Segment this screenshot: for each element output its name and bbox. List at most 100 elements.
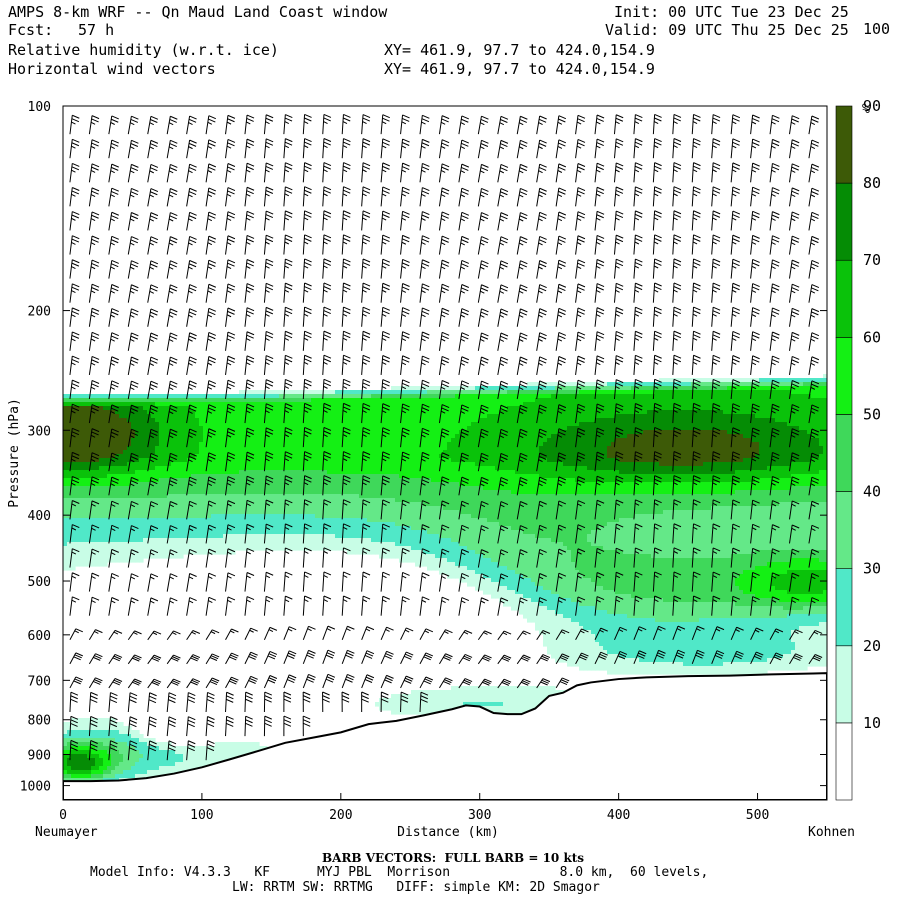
wind-barb-half-flag <box>460 386 465 390</box>
rh-cell <box>699 390 704 411</box>
rh-cell <box>199 426 204 443</box>
rh-cell <box>475 422 480 467</box>
rh-cell <box>343 538 348 551</box>
wind-barb-flag <box>207 719 215 724</box>
rh-cell <box>471 518 476 551</box>
rh-cell <box>767 390 772 419</box>
rh-cell <box>547 590 552 611</box>
wind-barb-flag <box>539 404 547 409</box>
wind-barb-shaft <box>244 114 248 135</box>
wind-barb-flag <box>558 166 566 171</box>
wind-barb-flag <box>500 308 509 313</box>
rh-cell <box>619 482 624 495</box>
wind-barb-half-flag <box>440 458 446 462</box>
wind-barb-flag <box>111 235 119 240</box>
rh-cell <box>727 474 732 483</box>
wind-barb-flag <box>500 359 508 364</box>
wind-barb-shaft <box>380 235 384 255</box>
rh-cell <box>503 686 508 719</box>
rh-cell <box>627 414 632 435</box>
rh-cell <box>563 382 568 387</box>
wind-barb-shaft <box>302 379 306 400</box>
rh-cell <box>527 494 532 535</box>
rh-cell <box>615 482 620 495</box>
rh-cell <box>591 482 596 495</box>
wind-barb-shaft <box>302 282 306 303</box>
wind-barb-flag <box>131 452 139 457</box>
rh-cell <box>203 746 208 771</box>
wind-barb-flag <box>480 239 489 244</box>
rh-cell <box>647 462 652 475</box>
rh-cell <box>447 386 452 391</box>
wind-barb-half-flag <box>130 387 135 390</box>
rh-cell <box>547 390 552 395</box>
wind-barb-shaft <box>477 405 482 424</box>
rh-cell <box>135 518 140 543</box>
wind-barb-half-flag <box>168 411 174 415</box>
rh-cell <box>607 390 612 395</box>
wind-barb-flag <box>481 428 489 433</box>
wind-barb-half-flag <box>538 435 543 439</box>
wind-barb-flag <box>284 165 293 170</box>
wind-barb-flag <box>382 595 390 600</box>
rh-cell <box>303 390 308 395</box>
wind-barb-half-flag <box>268 629 274 633</box>
wind-barb-shaft <box>244 355 248 375</box>
wind-barb-flag <box>227 455 235 460</box>
rh-cell <box>87 542 92 567</box>
wind-barb-flag <box>91 287 99 291</box>
rh-cell <box>315 470 320 495</box>
rh-cell <box>487 466 492 491</box>
wind-barb-half-flag <box>560 631 566 635</box>
rh-cell <box>715 506 720 559</box>
wind-barb-shaft <box>108 404 113 424</box>
wind-barb-flag <box>170 163 178 168</box>
rh-cell <box>519 406 524 475</box>
wind-barb-flag <box>303 695 311 700</box>
wind-barb-flag <box>401 166 410 171</box>
rh-cell <box>71 770 76 775</box>
wind-barb-shaft <box>419 572 423 592</box>
wind-barb-shaft <box>575 283 579 303</box>
wind-barb-shaft <box>322 234 325 255</box>
wind-barb-shaft <box>438 356 443 375</box>
rh-cell <box>579 606 584 627</box>
rh-cell <box>423 530 428 555</box>
rh-cell <box>727 482 732 495</box>
rh-cell <box>123 394 128 399</box>
wind-barb-half-flag <box>401 458 407 462</box>
wind-barb-flag <box>130 335 139 340</box>
wind-barb-half-flag <box>323 241 328 245</box>
wind-barb-flag <box>285 282 293 287</box>
rh-cell <box>107 766 112 775</box>
wind-barb-half-flag <box>303 241 309 245</box>
wind-barb-flag <box>304 237 312 242</box>
rh-cell <box>151 418 156 455</box>
wind-barb-shaft <box>166 405 171 424</box>
rh-cell <box>523 494 528 535</box>
rh-cell <box>63 462 68 471</box>
rh-cell <box>167 750 172 767</box>
wind-barb-flag <box>111 139 119 144</box>
rh-cell <box>699 666 704 675</box>
wind-barb-flag <box>285 138 293 143</box>
rh-cell <box>823 382 827 387</box>
rh-cell <box>715 462 720 475</box>
wind-barb-half-flag <box>441 576 446 579</box>
rh-cell <box>783 478 788 491</box>
rh-cell <box>151 498 156 519</box>
wind-barb-flag <box>461 191 469 195</box>
wind-barb-flag <box>227 383 235 388</box>
wind-barb-shaft <box>88 740 92 761</box>
wind-barb-shaft <box>69 716 72 737</box>
wind-barb-flag <box>208 118 216 123</box>
wind-barb-half-flag <box>188 459 193 463</box>
wind-barb-flag <box>500 456 508 461</box>
rh-cell <box>755 386 760 391</box>
wind-barb-flag <box>539 139 547 144</box>
wind-barb-half-flag <box>499 146 505 150</box>
rh-cell <box>743 594 748 607</box>
rh-cell <box>367 474 372 499</box>
rh-cell <box>91 774 96 779</box>
wind-barb-flag <box>208 404 217 409</box>
